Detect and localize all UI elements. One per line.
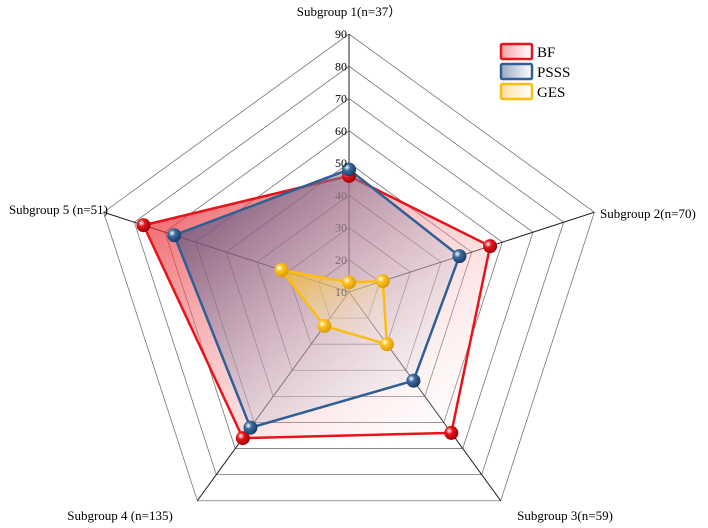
legend-swatch-ges bbox=[499, 82, 534, 101]
legend-label: PSSS bbox=[537, 65, 570, 81]
axis-label: Subgroup 3(n=59) bbox=[517, 508, 613, 523]
axis-label: Subgroup 2(n=70) bbox=[600, 206, 696, 221]
legend: BF PSSS GES bbox=[499, 42, 570, 101]
legend-swatch-psss bbox=[499, 62, 534, 81]
axis-label: Subgroup 4 (n=135) bbox=[67, 508, 173, 523]
tick-label: 80 bbox=[335, 59, 347, 73]
data-point-bf bbox=[483, 239, 498, 254]
tick-label: 40 bbox=[335, 188, 347, 202]
data-point-psss bbox=[342, 162, 356, 177]
tick-label: 50 bbox=[335, 156, 347, 170]
grid-ring bbox=[103, 33, 595, 502]
axis-label: Subgroup 1(n=37） bbox=[297, 4, 401, 19]
data-point-ges bbox=[317, 318, 332, 333]
legend-swatch-bf bbox=[499, 42, 534, 61]
data-point-bf bbox=[136, 218, 151, 233]
data-point-ges bbox=[375, 274, 390, 289]
tick-label: 10 bbox=[335, 285, 347, 299]
data-point-ges bbox=[379, 337, 394, 352]
data-point-psss bbox=[406, 373, 421, 388]
data-point-psss bbox=[167, 228, 182, 243]
data-point-bf bbox=[444, 425, 459, 440]
grid-ring bbox=[133, 65, 565, 476]
tick-label: 30 bbox=[335, 221, 347, 235]
tick-label: 70 bbox=[335, 92, 347, 106]
tick-label: 90 bbox=[335, 27, 347, 41]
tick-label: 20 bbox=[335, 253, 347, 267]
data-point-ges bbox=[274, 263, 289, 278]
axis-label: Subgroup 5 (n=51) bbox=[9, 202, 108, 217]
legend-label: BF bbox=[537, 45, 555, 61]
legend-label: GES bbox=[537, 85, 565, 101]
data-point-ges bbox=[342, 275, 356, 290]
tick-label: 60 bbox=[335, 124, 347, 138]
grid-ring bbox=[164, 98, 534, 449]
data-point-bf bbox=[235, 431, 250, 446]
data-point-psss bbox=[452, 249, 467, 264]
data-point-psss bbox=[243, 420, 258, 435]
